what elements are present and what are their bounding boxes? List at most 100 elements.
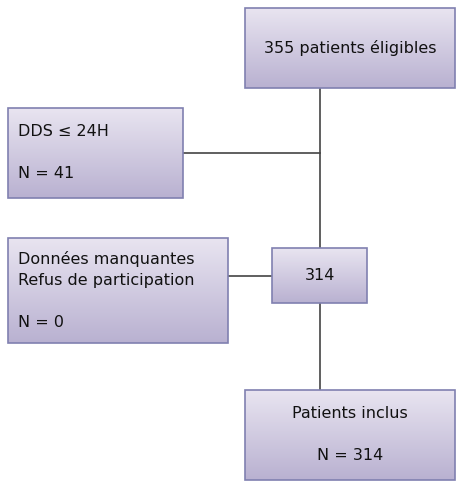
- Bar: [245, 430, 455, 431]
- Bar: [245, 427, 455, 428]
- Bar: [8, 272, 228, 273]
- Bar: [8, 308, 228, 309]
- Bar: [245, 472, 455, 473]
- Bar: [272, 262, 367, 263]
- Bar: [272, 302, 367, 303]
- Bar: [8, 333, 228, 335]
- Bar: [245, 401, 455, 402]
- Bar: [245, 48, 455, 49]
- Bar: [272, 286, 367, 287]
- Bar: [245, 45, 455, 46]
- Bar: [8, 269, 228, 270]
- Bar: [272, 278, 367, 279]
- Bar: [8, 248, 228, 249]
- Bar: [272, 300, 367, 301]
- Bar: [245, 469, 455, 470]
- Bar: [8, 197, 183, 198]
- Bar: [272, 295, 367, 296]
- Bar: [245, 13, 455, 14]
- Bar: [8, 176, 183, 177]
- Text: 355 patients éligibles: 355 patients éligibles: [264, 40, 436, 56]
- Bar: [245, 50, 455, 51]
- Bar: [245, 399, 455, 400]
- Bar: [245, 409, 455, 410]
- Bar: [245, 79, 455, 80]
- Bar: [8, 113, 183, 114]
- Bar: [272, 301, 367, 302]
- Bar: [8, 123, 183, 124]
- Bar: [8, 145, 183, 146]
- Text: 314: 314: [304, 268, 335, 283]
- Bar: [8, 151, 183, 152]
- Bar: [245, 44, 455, 45]
- Bar: [8, 260, 228, 261]
- Bar: [245, 60, 455, 61]
- Bar: [245, 43, 455, 44]
- Bar: [245, 453, 455, 454]
- Bar: [245, 23, 455, 24]
- Bar: [8, 281, 228, 282]
- Bar: [8, 146, 183, 147]
- Bar: [8, 187, 183, 188]
- Bar: [8, 273, 228, 274]
- Bar: [8, 339, 228, 340]
- Bar: [245, 77, 455, 78]
- Bar: [8, 238, 228, 343]
- Bar: [8, 278, 228, 279]
- Bar: [245, 58, 455, 59]
- Bar: [8, 143, 183, 144]
- Bar: [8, 332, 228, 333]
- Bar: [8, 340, 228, 341]
- Bar: [272, 279, 367, 280]
- Bar: [245, 457, 455, 458]
- Bar: [8, 115, 183, 116]
- Bar: [245, 402, 455, 403]
- Bar: [8, 314, 228, 315]
- Bar: [245, 393, 455, 394]
- Bar: [8, 304, 228, 305]
- Bar: [8, 311, 228, 312]
- Bar: [245, 40, 455, 41]
- Bar: [272, 299, 367, 300]
- Bar: [8, 291, 228, 292]
- Bar: [8, 323, 228, 324]
- Bar: [8, 303, 228, 304]
- Bar: [8, 195, 183, 196]
- Bar: [8, 309, 228, 310]
- Bar: [8, 189, 183, 190]
- Bar: [245, 11, 455, 12]
- Bar: [8, 110, 183, 111]
- Bar: [8, 331, 228, 332]
- Bar: [272, 293, 367, 294]
- Bar: [8, 117, 183, 118]
- Bar: [8, 259, 228, 260]
- Bar: [245, 446, 455, 447]
- Bar: [8, 153, 183, 154]
- Bar: [245, 80, 455, 81]
- Bar: [8, 147, 183, 148]
- Bar: [8, 329, 228, 330]
- Bar: [8, 342, 228, 343]
- Bar: [8, 277, 228, 278]
- Bar: [8, 150, 183, 151]
- Bar: [8, 141, 183, 142]
- Bar: [245, 54, 455, 55]
- Bar: [245, 413, 455, 414]
- Bar: [272, 261, 367, 262]
- Bar: [272, 253, 367, 254]
- Bar: [272, 287, 367, 288]
- Bar: [272, 296, 367, 297]
- Bar: [245, 39, 455, 40]
- Bar: [245, 394, 455, 395]
- Bar: [272, 258, 367, 259]
- Bar: [245, 416, 455, 417]
- Bar: [245, 19, 455, 20]
- Text: DDS ≤ 24H

N = 41: DDS ≤ 24H N = 41: [18, 124, 109, 182]
- Bar: [245, 424, 455, 425]
- Bar: [8, 319, 228, 320]
- Bar: [245, 463, 455, 464]
- Bar: [8, 267, 228, 268]
- Bar: [245, 452, 455, 453]
- Bar: [8, 285, 228, 286]
- Bar: [245, 410, 455, 411]
